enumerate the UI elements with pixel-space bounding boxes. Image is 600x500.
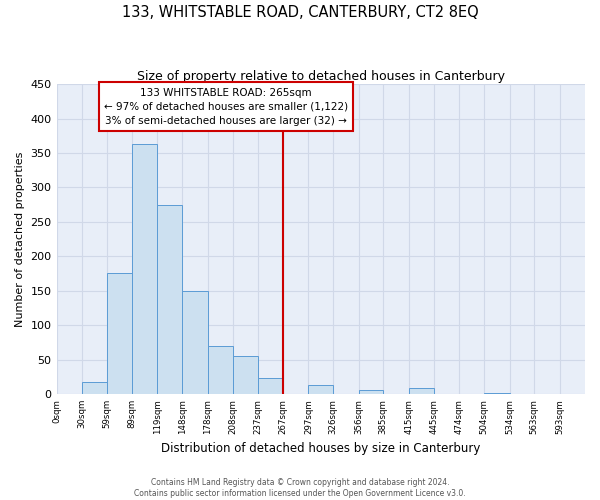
Bar (107, 274, 132, 394)
Bar (208, 346, 233, 394)
Bar (182, 290, 208, 394)
Bar (257, 378, 283, 394)
Bar (132, 144, 157, 394)
X-axis label: Distribution of detached houses by size in Canterbury: Distribution of detached houses by size … (161, 442, 481, 455)
Bar (157, 204, 182, 394)
Text: 133 WHITSTABLE ROAD: 265sqm
← 97% of detached houses are smaller (1,122)
3% of s: 133 WHITSTABLE ROAD: 265sqm ← 97% of det… (104, 88, 348, 126)
Bar (82, 382, 107, 394)
Bar (484, 393, 509, 394)
Title: Size of property relative to detached houses in Canterbury: Size of property relative to detached ho… (137, 70, 505, 83)
Bar (233, 356, 257, 394)
Bar (409, 388, 434, 394)
Text: Contains HM Land Registry data © Crown copyright and database right 2024.
Contai: Contains HM Land Registry data © Crown c… (134, 478, 466, 498)
Bar (308, 385, 333, 394)
Text: 133, WHITSTABLE ROAD, CANTERBURY, CT2 8EQ: 133, WHITSTABLE ROAD, CANTERBURY, CT2 8E… (122, 5, 478, 20)
Bar (359, 390, 383, 394)
Y-axis label: Number of detached properties: Number of detached properties (15, 152, 25, 326)
